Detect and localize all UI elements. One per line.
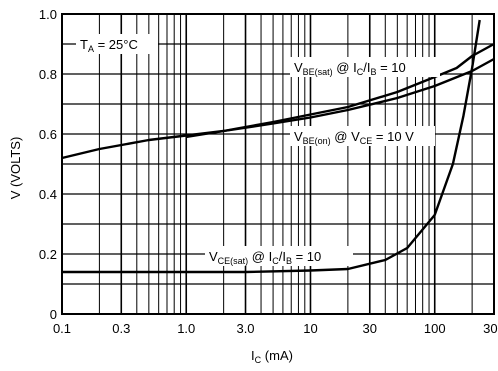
series-line-3 xyxy=(62,19,481,274)
x-tick-label: 0.1 xyxy=(53,321,71,336)
svg-text:VBE(sat) @ IC/IB = 10: VBE(sat) @ IC/IB = 10 xyxy=(294,60,406,77)
y-tick-label: 1.0 xyxy=(39,7,57,22)
vbe-on-annotation: VBE(on) @ VCE = 10 V xyxy=(290,126,435,146)
y-tick-label: 0.8 xyxy=(39,67,57,82)
y-tick-label: 0.6 xyxy=(39,127,57,142)
y-tick-labels: 0 0.2 0.4 0.6 0.8 1.0 xyxy=(39,7,57,322)
y-tick-label: 0.2 xyxy=(39,247,57,262)
y-axis-label: V (VOLTS) xyxy=(8,137,23,200)
x-tick-label: 10 xyxy=(303,321,317,336)
series-group xyxy=(61,19,495,274)
y-tick-label: 0.4 xyxy=(39,187,57,202)
x-tick-label: 300 xyxy=(483,321,498,336)
svg-text:VCE(sat) @ IC/IB = 10: VCE(sat) @ IC/IB = 10 xyxy=(209,249,321,266)
y-tick-label: 0 xyxy=(50,307,57,322)
x-tick-label: 30 xyxy=(363,321,377,336)
temperature-annotation: TA = 25°C xyxy=(76,34,158,54)
svg-text:VBE(on) @ VCE = 10 V: VBE(on) @ VCE = 10 V xyxy=(294,129,414,146)
plot-frame xyxy=(61,13,495,315)
x-tick-label: 3.0 xyxy=(236,321,254,336)
x-axis-label: IC (mA) xyxy=(251,348,293,365)
series-line-2 xyxy=(186,42,495,139)
x-tick-label: 0.3 xyxy=(112,321,130,336)
vbe-sat-annotation: VBE(sat) @ IC/IB = 10 xyxy=(290,57,440,77)
x-tick-labels: 0.1 0.3 1.0 3.0 10 30 100 300 xyxy=(53,321,498,336)
x-tick-label: 1.0 xyxy=(177,321,195,336)
x-tick-label: 100 xyxy=(424,321,446,336)
svg-text:TA = 25°C: TA = 25°C xyxy=(80,37,138,54)
vce-sat-annotation: VCE(sat) @ IC/IB = 10 xyxy=(205,246,353,266)
series-line-1 xyxy=(61,57,495,160)
